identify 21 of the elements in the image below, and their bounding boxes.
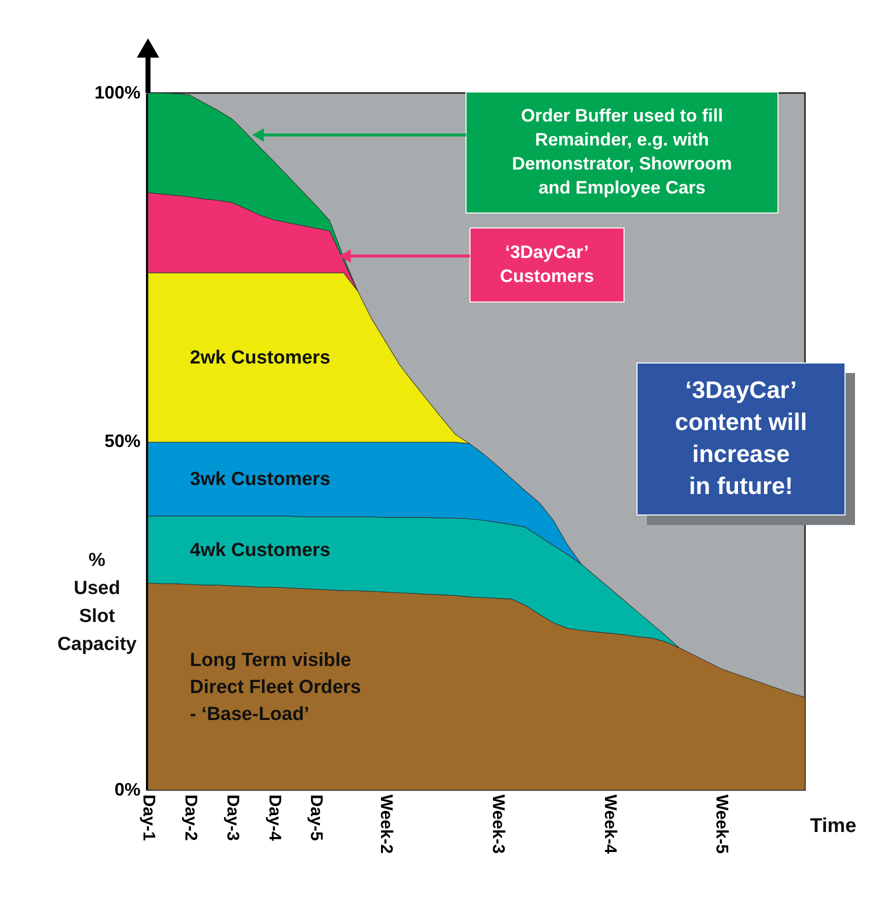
y-tick-label: 50% (104, 431, 140, 451)
x-tick-label: Week-4 (600, 794, 620, 854)
annotation: ‘3DayCar’ Customers (500, 242, 594, 286)
series-label: 3wk Customers (190, 469, 330, 490)
annotation: Order Buffer used to fill Remainder, e.g. with Demonstrator, Showroom and Employee Cars (512, 106, 732, 198)
y-tick-label: 100% (94, 82, 140, 102)
x-tick-label: Day-5 (307, 794, 326, 841)
series-label: Long Term visible Direct Fleet Orders - ‘Base-Load’ (190, 650, 362, 726)
series-label: 2wk Customers (190, 348, 330, 369)
series-label: 4wk Customers (190, 540, 330, 562)
y-tick-label: 0% (114, 780, 140, 800)
x-tick-label: Day-1 (140, 794, 158, 841)
y-axis-title: % Used Slot Capacity (57, 550, 138, 655)
annotation: ‘3DayCar’ content will increase in future! (675, 377, 807, 500)
x-tick-label: Week-3 (488, 794, 508, 854)
x-tick-label: Day-4 (265, 794, 284, 842)
x-tick-label: Day-3 (223, 794, 242, 841)
x-axis-title: Time (810, 815, 856, 837)
x-tick-label: Week-5 (712, 794, 732, 854)
x-tick-label: Day-2 (181, 794, 200, 841)
x-tick-label: Week-2 (377, 794, 396, 854)
